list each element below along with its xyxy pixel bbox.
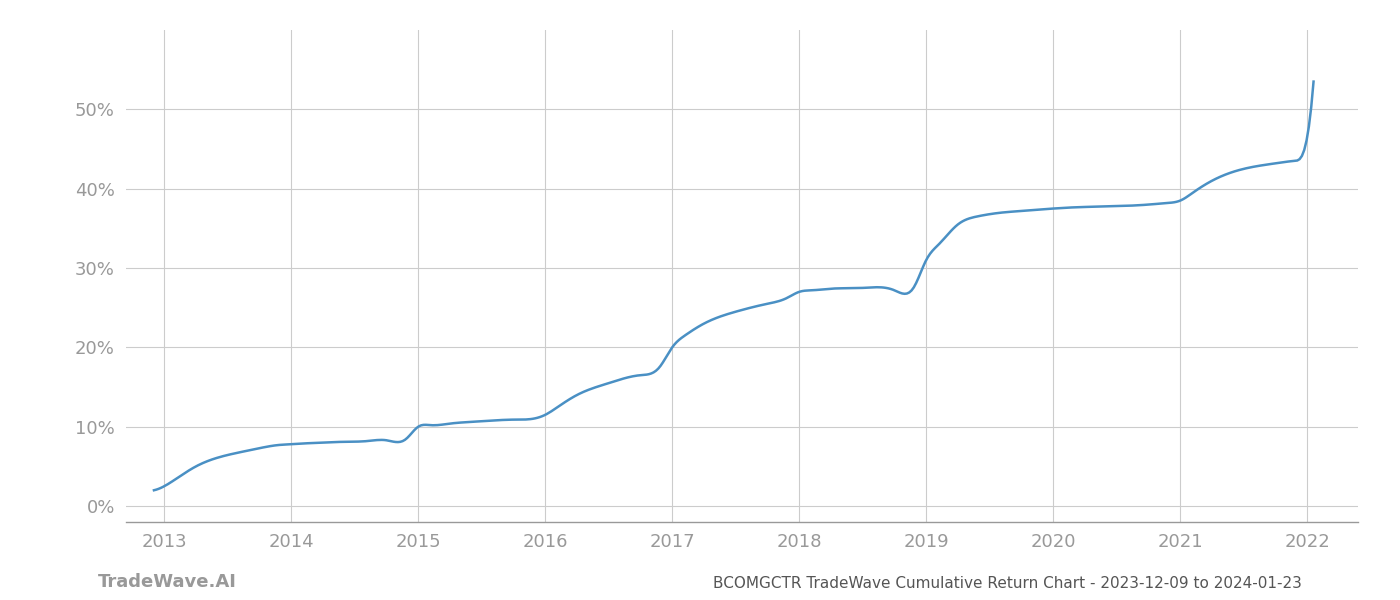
Text: BCOMGCTR TradeWave Cumulative Return Chart - 2023-12-09 to 2024-01-23: BCOMGCTR TradeWave Cumulative Return Cha… (713, 576, 1302, 591)
Text: TradeWave.AI: TradeWave.AI (98, 573, 237, 591)
